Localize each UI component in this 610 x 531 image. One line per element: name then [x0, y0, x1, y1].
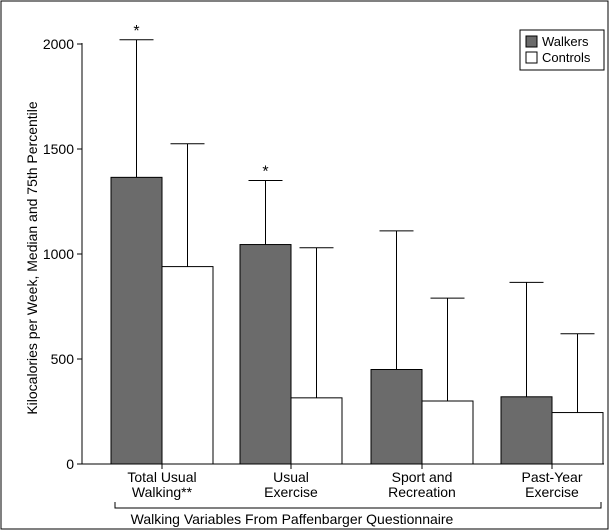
category-bracket [114, 502, 602, 509]
bar-controls [290, 397, 343, 465]
x-tick-label: Sport and [392, 469, 453, 485]
significance-marker: * [262, 164, 268, 181]
y-tick-label: 1000 [43, 246, 74, 262]
y-tick-label: 1500 [43, 141, 74, 157]
x-tick-label: Past-Year [522, 469, 583, 485]
bar-walkers [110, 176, 163, 465]
x-axis-title: Walking Variables From Paffenbarger Ques… [131, 511, 454, 527]
y-tick-label: 500 [51, 351, 75, 367]
legend-label-controls: Controls [542, 50, 591, 65]
bars: ** [82, 23, 604, 465]
x-tick-label: Usual [273, 469, 309, 485]
y-axis-label: Kilocalories per Week, Median and 75th P… [24, 101, 40, 415]
bar-walkers [370, 369, 423, 465]
x-tick-label: Total Usual [127, 469, 196, 485]
y-tick-label: 0 [66, 456, 74, 472]
bar-controls [161, 266, 214, 465]
legend-swatch-controls [525, 51, 538, 64]
y-tick-label: 2000 [43, 36, 74, 52]
x-tick-label: Walking** [132, 484, 193, 500]
x-tick-label: Recreation [388, 484, 456, 500]
legend-label-walkers: Walkers [542, 34, 589, 49]
x-tick-label: Exercise [525, 484, 579, 500]
bar-controls [421, 400, 474, 465]
y-axis: 0 500 1000 1500 2000 [43, 36, 83, 472]
significance-marker: * [133, 23, 139, 40]
x-tick-label: Exercise [264, 484, 318, 500]
bar-controls [551, 412, 604, 465]
bar-walkers [500, 396, 553, 465]
legend-swatch-walkers [525, 35, 538, 48]
bar-walkers [239, 244, 292, 465]
